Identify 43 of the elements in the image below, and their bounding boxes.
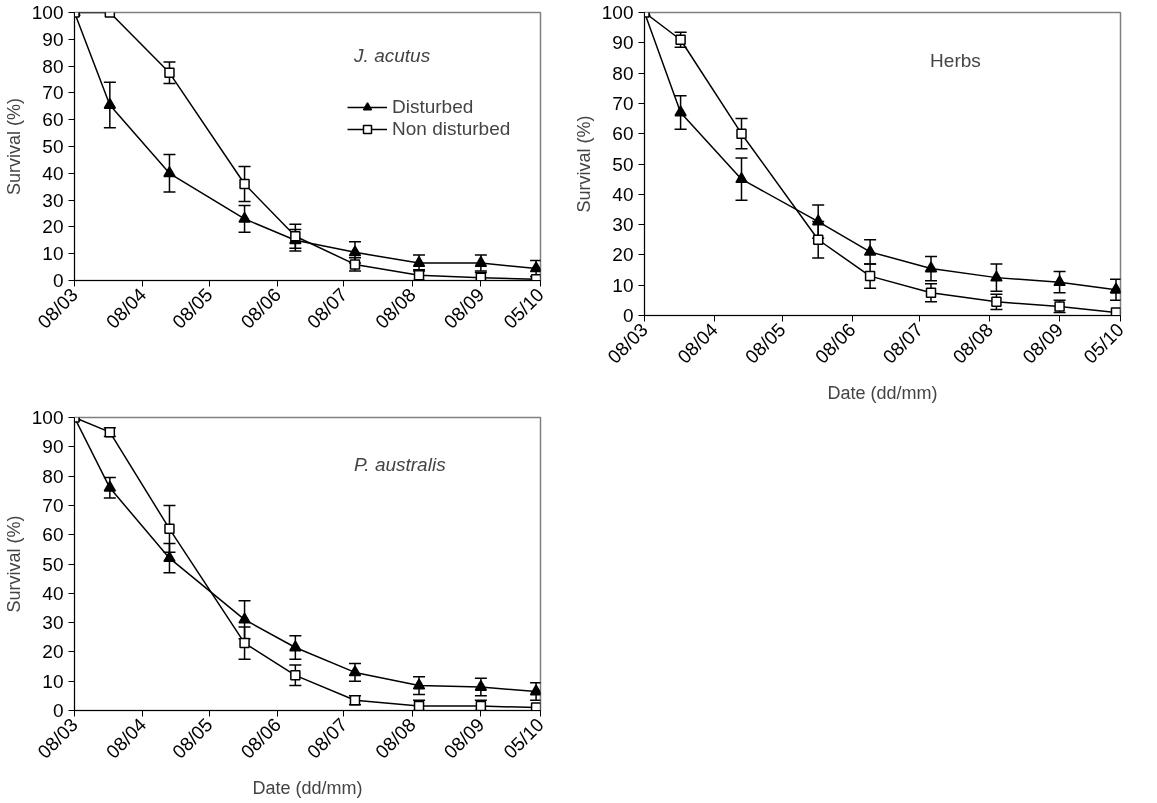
- y-tick-label: 80: [42, 465, 64, 487]
- y-tick-label: 90: [612, 32, 634, 54]
- y-tick-label: 40: [612, 183, 634, 205]
- y-tick-label: 70: [42, 494, 64, 516]
- y-tick-label: 0: [622, 305, 634, 326]
- y-tick-label: 30: [42, 189, 64, 211]
- y-tick-label: 0: [52, 700, 64, 721]
- y-tick-label: 10: [612, 274, 634, 296]
- y-tick-label: 80: [612, 62, 634, 84]
- y-tick-label: 10: [42, 670, 64, 692]
- y-tick-label: 50: [612, 153, 634, 175]
- legend-label: Disturbed: [392, 96, 474, 118]
- y-tick-label: 60: [42, 524, 64, 546]
- annotation: J. acutus: [353, 44, 431, 66]
- y-tick-label: 60: [612, 123, 634, 145]
- y-tick-label: 90: [42, 28, 64, 50]
- y-tick-label: 10: [42, 243, 64, 265]
- y-tick-label: 70: [42, 82, 64, 104]
- y-tick-label: 80: [42, 55, 64, 77]
- y-tick-label: 30: [42, 612, 64, 634]
- y-axis-title: Survival (%): [3, 515, 24, 613]
- y-axis-title: Survival (%): [3, 97, 24, 196]
- annotation: Herbs: [930, 50, 981, 72]
- y-tick-label: 20: [42, 216, 64, 238]
- y-tick-label: 40: [42, 162, 64, 184]
- x-axis-title: Date (dd/mm): [252, 777, 363, 798]
- y-tick-label: 50: [42, 136, 64, 157]
- y-tick-label: 60: [42, 109, 64, 131]
- y-tick-label: 90: [42, 436, 64, 458]
- y-tick-label: 100: [31, 407, 64, 428]
- y-tick-label: 50: [42, 553, 64, 575]
- y-tick-label: 100: [31, 2, 64, 23]
- y-tick-label: 40: [42, 582, 64, 604]
- x-axis-title: Date (dd/mm): [827, 382, 938, 403]
- y-tick-label: 0: [52, 270, 64, 291]
- y-axis-title: Survival (%): [573, 115, 594, 213]
- legend-label: Non disturbed: [392, 118, 511, 140]
- y-tick-label: 30: [612, 214, 634, 236]
- y-tick-label: 70: [612, 92, 634, 114]
- y-tick-label: 20: [612, 244, 634, 266]
- y-tick-label: 100: [601, 2, 634, 23]
- annotation: P. australis: [354, 453, 447, 475]
- y-tick-label: 20: [42, 641, 64, 663]
